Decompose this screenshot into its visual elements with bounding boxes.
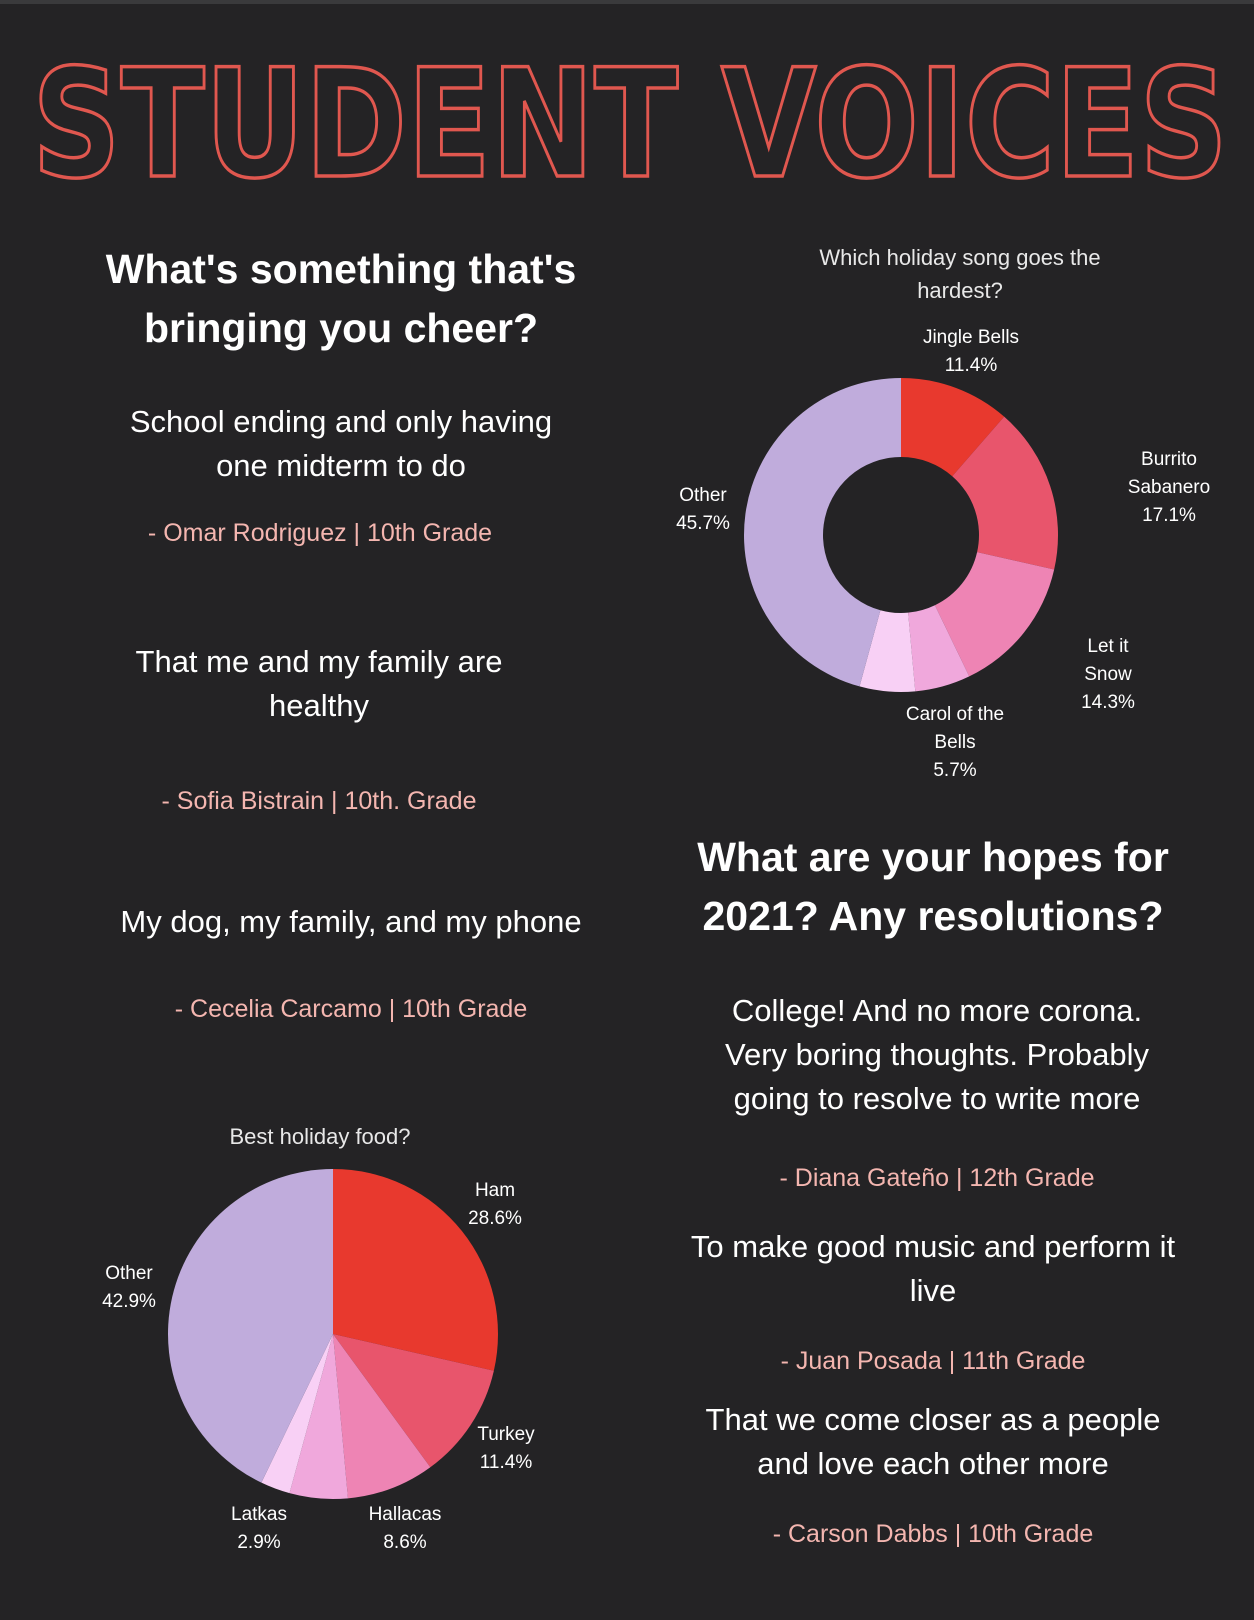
slice-label: Ham xyxy=(474,1180,516,1201)
slice-value: 14.3% xyxy=(1081,692,1135,713)
slice-value: 2.9% xyxy=(237,1532,281,1553)
slice-value: 17.1% xyxy=(1142,505,1196,526)
slice xyxy=(901,378,1005,477)
slice-label: Jingle Bells xyxy=(922,327,1020,348)
slice-value: 11.4% xyxy=(479,1452,533,1473)
answer: My dog, my family, and my phone xyxy=(120,904,582,939)
slice-value: 11.4% xyxy=(944,355,998,376)
slice xyxy=(333,1334,431,1499)
slice-label: Turkey xyxy=(477,1424,535,1445)
answer: That me and my family are healthy xyxy=(135,644,503,723)
slice xyxy=(333,1334,494,1468)
answer: To make good music and perform it live xyxy=(690,1229,1176,1308)
author: - Omar Rodriguez | 10th Grade xyxy=(147,519,493,547)
slice-value: 42.9% xyxy=(102,1291,156,1312)
author: - Diana Gateño | 12th Grade xyxy=(779,1164,1095,1192)
slice-label: Let it Snow xyxy=(1084,636,1132,685)
graphics: STUDENT VOICES xyxy=(30,36,1230,1499)
chart-title: Best holiday food? xyxy=(229,1124,411,1149)
slice xyxy=(908,605,970,692)
answer: College! And no more corona. Very boring… xyxy=(725,993,1149,1116)
slice xyxy=(333,1169,498,1371)
answer: School ending and only having one midter… xyxy=(129,404,553,483)
slice xyxy=(261,1334,333,1494)
question: What's something that's bringing you che… xyxy=(105,246,577,351)
question: What are your hopes for 2021? Any resolu… xyxy=(697,834,1169,939)
slice-value: 8.6% xyxy=(383,1532,427,1553)
slice-label: Carol of the Bells xyxy=(905,704,1005,753)
author: - Sofia Bistrain | 10th. Grade xyxy=(161,787,477,815)
slice xyxy=(952,416,1058,570)
slice xyxy=(743,378,901,687)
answer: That we come closer as a people and love… xyxy=(705,1402,1161,1481)
slice-label: Hallacas xyxy=(368,1504,442,1525)
slice-value: 45.7% xyxy=(676,513,730,534)
author: - Cecelia Carcamo | 10th Grade xyxy=(174,995,528,1023)
page-title: STUDENT VOICES xyxy=(32,38,1228,212)
slice xyxy=(168,1169,333,1483)
slice-label: Latkas xyxy=(231,1504,287,1525)
slice xyxy=(934,552,1055,677)
slice-label: Burrito Sabanero xyxy=(1127,449,1211,498)
slice-label: Other xyxy=(679,485,727,506)
slice xyxy=(859,610,916,692)
slice-label: Other xyxy=(105,1263,153,1284)
author: - Juan Posada | 11th Grade xyxy=(780,1347,1086,1375)
slice-value: 5.7% xyxy=(933,760,977,781)
slice xyxy=(289,1334,348,1499)
slice-value: 28.6% xyxy=(468,1208,522,1229)
chart-title: Which holiday song goes the hardest? xyxy=(819,245,1101,303)
author: - Carson Dabbs | 10th Grade xyxy=(772,1520,1094,1548)
